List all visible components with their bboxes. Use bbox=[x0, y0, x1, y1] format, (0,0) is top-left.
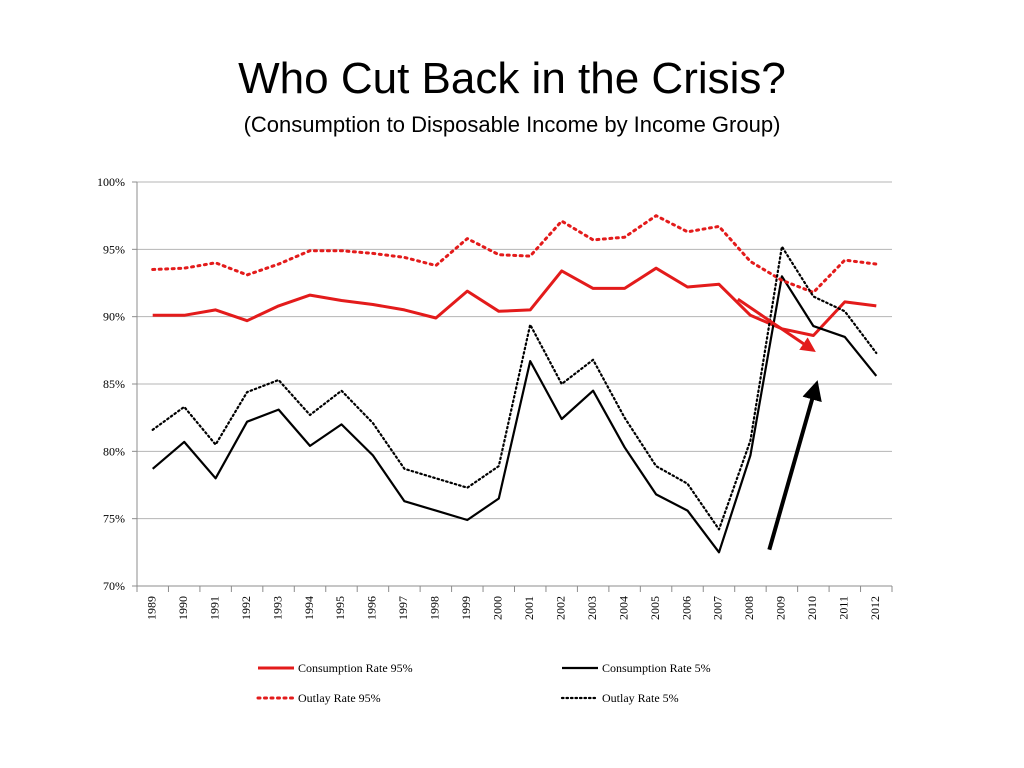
y-tick-label: 90% bbox=[103, 310, 125, 324]
x-tick-label: 1993 bbox=[270, 596, 284, 620]
x-tick-label: 1994 bbox=[302, 596, 316, 620]
x-axis-ticks: 1989 1990 1991 1992 1993 1994 1995 1996 1997 1998… bbox=[136, 586, 893, 620]
x-tick-label: 1999 bbox=[459, 596, 473, 620]
annotation-arrows bbox=[737, 297, 822, 551]
legend-label-1: Consumption Rate 5% bbox=[602, 661, 711, 675]
x-tick-label: 1995 bbox=[333, 596, 347, 620]
y-tick-label: 100% bbox=[97, 175, 125, 189]
y-tick-label: 95% bbox=[103, 242, 125, 256]
legend: Consumption Rate 95% Consumption Rate 5% O… bbox=[256, 661, 711, 705]
x-tick-label: 2007 bbox=[711, 596, 725, 620]
y-tick-label: 70% bbox=[103, 579, 125, 593]
y-tick-label: 85% bbox=[103, 377, 125, 391]
x-tick-label: 2011 bbox=[837, 596, 851, 620]
y-axis-ticks: 70% 75% 80% 85% 90% 95% 100% bbox=[97, 175, 137, 593]
x-tick-label: 1997 bbox=[396, 596, 410, 620]
x-tick-label: 2002 bbox=[553, 596, 567, 620]
x-tick-label: 2006 bbox=[679, 596, 693, 620]
annotation-arrow-1 bbox=[767, 380, 822, 551]
chart-title: Who Cut Back in the Crisis? bbox=[238, 54, 786, 103]
x-tick-label: 2009 bbox=[774, 596, 788, 620]
legend-label-2: Outlay Rate 95% bbox=[298, 691, 381, 705]
x-tick-label: 1990 bbox=[176, 596, 190, 620]
x-tick-label: 2003 bbox=[585, 596, 599, 620]
x-tick-label: 2005 bbox=[648, 596, 662, 620]
x-tick-label: 2004 bbox=[616, 596, 630, 620]
series-line-2 bbox=[151, 214, 878, 294]
x-tick-label: 2000 bbox=[491, 596, 505, 620]
series-line-0 bbox=[152, 266, 877, 337]
x-tick-label: 1991 bbox=[207, 596, 221, 620]
x-tick-label: 2008 bbox=[742, 596, 756, 620]
chart-subtitle: (Consumption to Disposable Income by Inc… bbox=[243, 112, 781, 137]
annotation-arrow-0 bbox=[737, 297, 816, 353]
x-tick-label: 2001 bbox=[522, 596, 536, 620]
x-tick-label: 2012 bbox=[868, 596, 882, 620]
y-tick-label: 80% bbox=[103, 444, 125, 458]
x-tick-label: 2010 bbox=[805, 596, 819, 620]
x-tick-label: 1996 bbox=[365, 596, 379, 620]
y-tick-label: 75% bbox=[103, 512, 125, 526]
series-line-3 bbox=[151, 245, 878, 531]
x-tick-label: 1989 bbox=[144, 596, 158, 620]
legend-label-3: Outlay Rate 5% bbox=[602, 691, 679, 705]
x-tick-label: 1998 bbox=[428, 596, 442, 620]
x-tick-label: 1992 bbox=[239, 596, 253, 620]
legend-label-0: Consumption Rate 95% bbox=[298, 661, 413, 675]
series-line-1 bbox=[151, 275, 878, 554]
series-lines bbox=[151, 214, 878, 554]
gridlines bbox=[137, 181, 892, 520]
